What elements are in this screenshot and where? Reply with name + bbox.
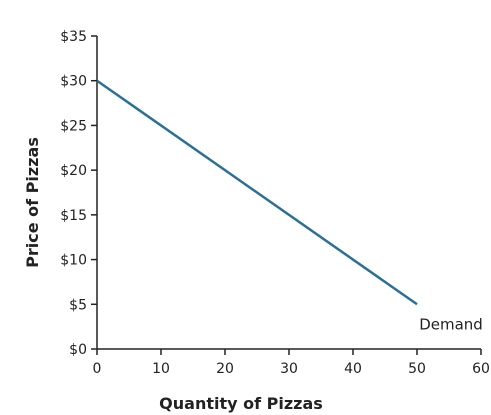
y-tick-label: $15	[60, 208, 87, 224]
y-tick-label: $25	[60, 118, 87, 134]
demand-line	[96, 79, 418, 306]
y-tick-label: $0	[69, 342, 87, 358]
y-tick-label: $20	[60, 163, 87, 179]
y-tick-label: $10	[60, 253, 87, 269]
y-axis-title: Price of Pizzas	[23, 137, 42, 268]
x-tick-label: 50	[408, 361, 426, 377]
x-tick-label: 0	[93, 361, 102, 377]
x-tick-label: 40	[344, 361, 362, 377]
y-tick-label: $5	[69, 297, 87, 313]
x-axis-title: Quantity of Pizzas	[159, 394, 323, 413]
y-tick-label: $35	[60, 29, 87, 45]
series-group: Demand	[96, 79, 483, 333]
y-axis-ticks: $0 $5 $10 $15 $20 $25 $30 $35	[60, 29, 97, 358]
x-tick-label: 20	[216, 361, 234, 377]
x-tick-label: 30	[280, 361, 298, 377]
y-tick-label: $30	[60, 74, 87, 90]
x-tick-label: 60	[472, 361, 490, 377]
x-axis-ticks: 0 10 20 30 40 50 60	[93, 349, 490, 377]
demand-label: Demand	[419, 315, 483, 333]
x-tick-label: 10	[152, 361, 170, 377]
